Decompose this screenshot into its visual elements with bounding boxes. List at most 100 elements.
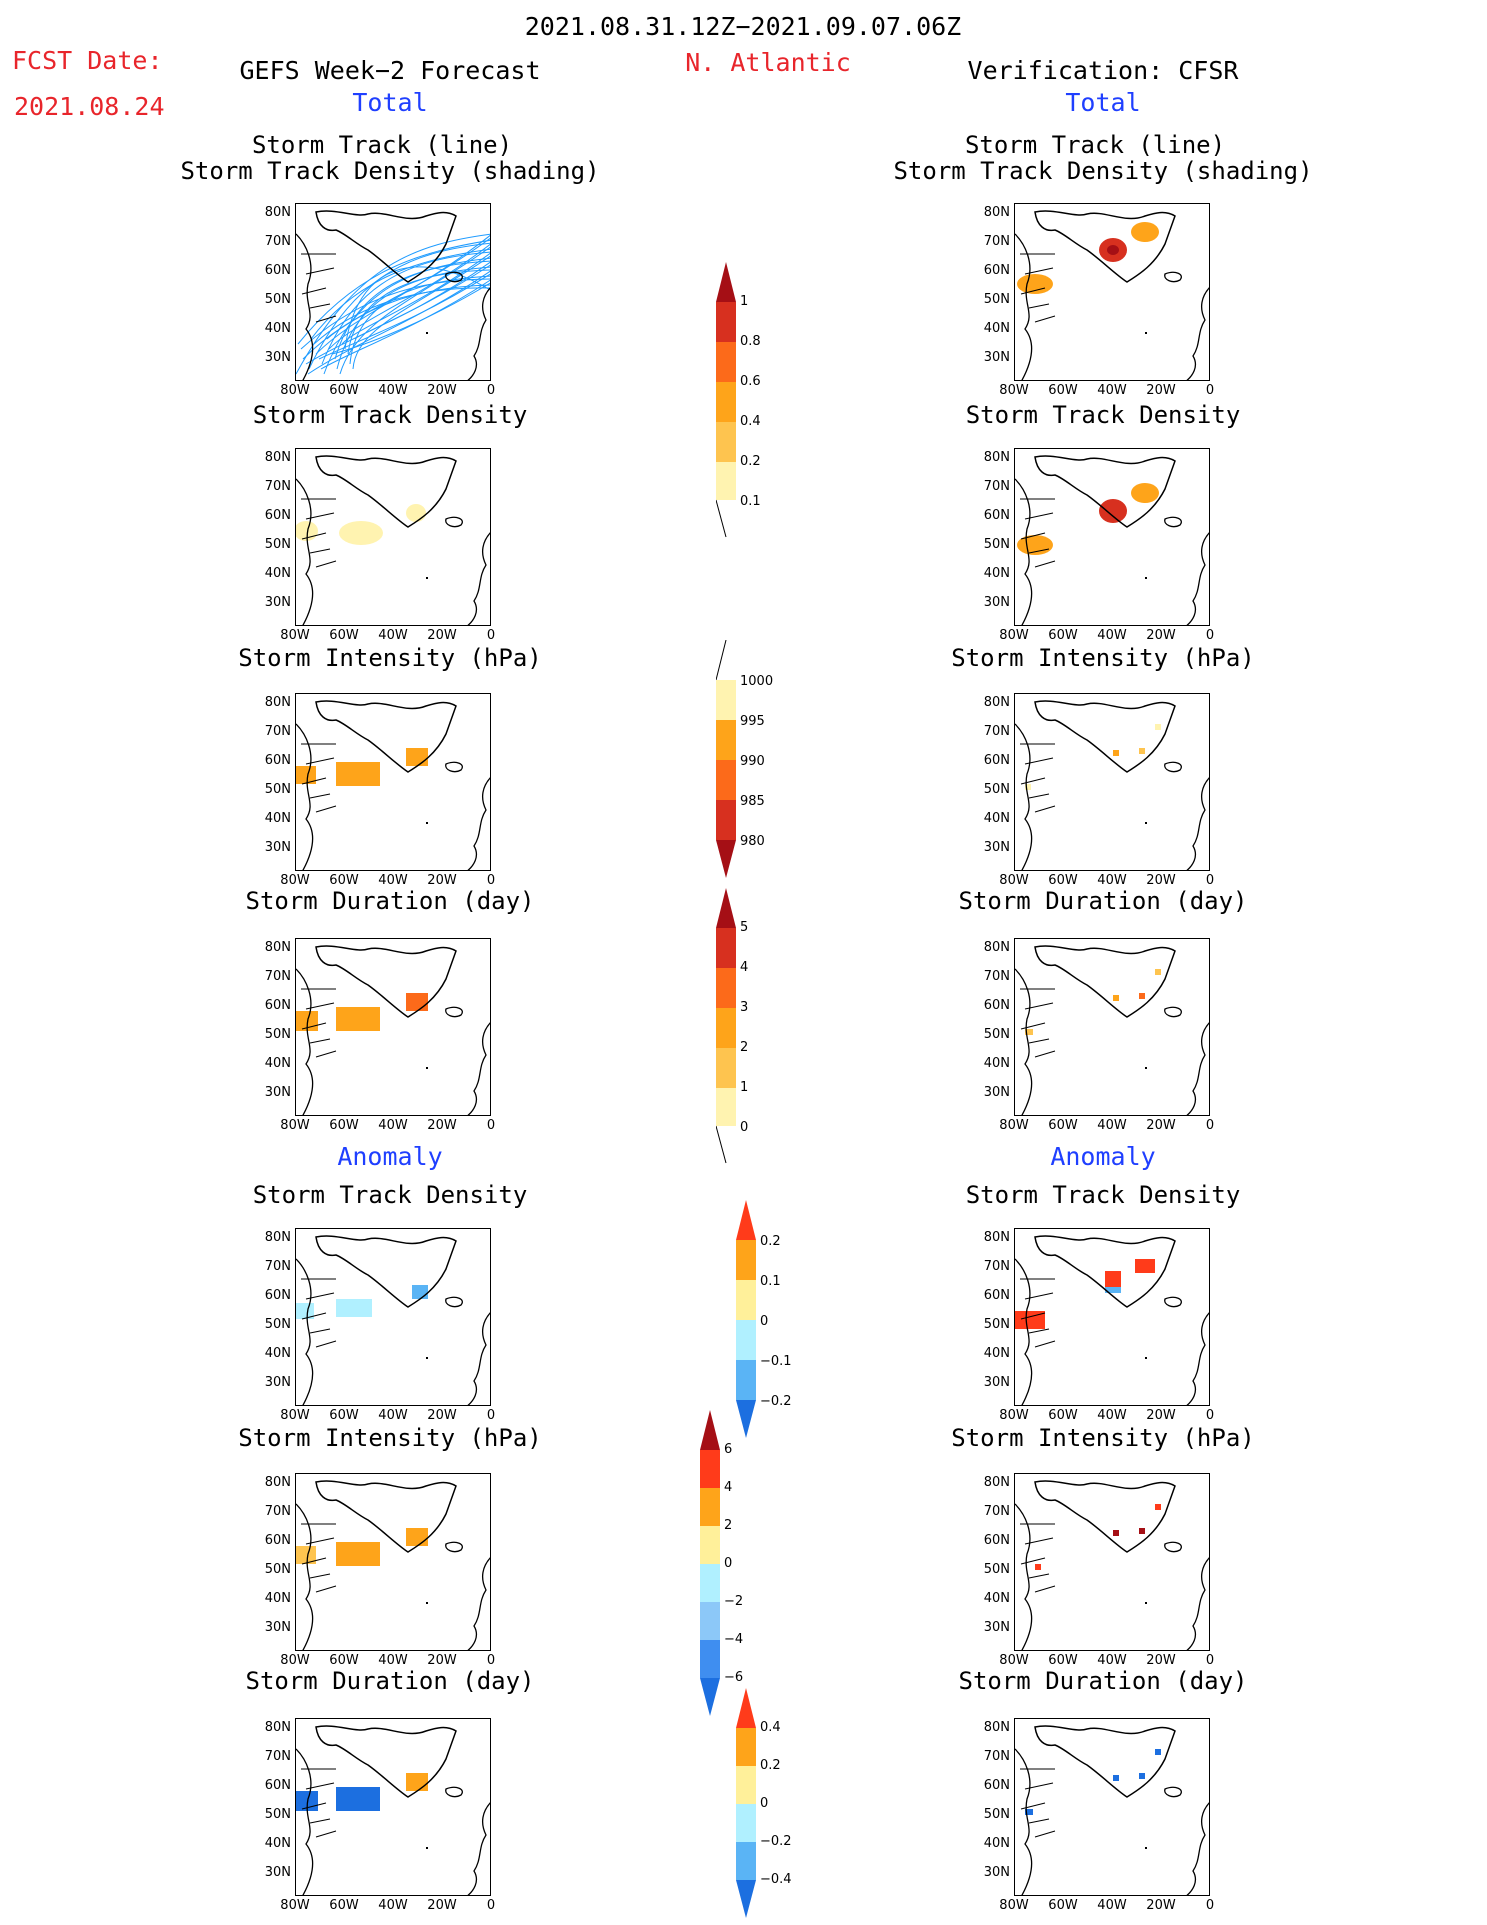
lat-tick-label: 50N	[983, 1562, 1010, 1577]
lon-tick-label: 60W	[329, 873, 359, 888]
panel-title-duration: Storm Duration (day)	[958, 887, 1248, 915]
lat-tick-label: 80N	[983, 450, 1010, 465]
lon-tick-label: 80W	[280, 873, 310, 888]
colorbar-density	[716, 262, 736, 538]
lat-tick-label: 60N	[264, 1533, 291, 1548]
cb-intensity-anom-label: −2	[724, 1594, 744, 1609]
panel-title-density-anom: Storm Track Density	[252, 1181, 528, 1209]
lat-tick-label: 60N	[264, 753, 291, 768]
lat-tick-label: 60N	[264, 1778, 291, 1793]
lat-tick-label: 30N	[264, 840, 291, 855]
lat-tick-label: 50N	[983, 1027, 1010, 1042]
lat-tick-label: 50N	[264, 292, 291, 307]
cb-density-anom-label: 0.2	[760, 1234, 781, 1249]
panel-title-duration-anom: Storm Duration (day)	[245, 1667, 535, 1695]
map-panel	[295, 203, 491, 381]
lat-tick-label: 70N	[983, 724, 1010, 739]
map-panel	[295, 448, 491, 626]
lat-tick-label: 50N	[264, 782, 291, 797]
colorbar-duration	[716, 888, 736, 1164]
cb-duration-label: 5	[740, 920, 749, 935]
lon-tick-label: 20W	[1146, 628, 1176, 643]
lat-tick-label: 60N	[983, 263, 1010, 278]
lon-tick-label: 20W	[427, 1898, 457, 1913]
panel-title-track-shading: Storm Track Density (shading)	[893, 157, 1313, 185]
lat-tick-label: 80N	[264, 695, 291, 710]
lon-tick-label: 80W	[999, 628, 1029, 643]
lon-tick-label: 60W	[1048, 873, 1078, 888]
lat-tick-label: 60N	[264, 508, 291, 523]
cb-density-label: 1	[740, 294, 749, 309]
lat-tick-label: 40N	[983, 321, 1010, 336]
cb-duration-label: 0	[740, 1120, 749, 1135]
lon-tick-label: 0	[1205, 1118, 1215, 1133]
lon-tick-label: 40W	[1097, 383, 1127, 398]
lat-tick-label: 40N	[983, 1836, 1010, 1851]
cb-intensity-anom-label: 6	[724, 1442, 733, 1457]
cb-duration-anom-label: 0.4	[760, 1720, 781, 1735]
cb-duration-anom-label: −0.2	[760, 1834, 792, 1849]
lon-tick-label: 80W	[280, 1408, 310, 1423]
lon-tick-label: 40W	[1097, 1408, 1127, 1423]
cb-intensity-label: 985	[740, 794, 765, 809]
cb-duration-anom-label: −0.4	[760, 1872, 792, 1887]
lon-tick-label: 0	[486, 1118, 496, 1133]
lat-tick-label: 40N	[983, 1346, 1010, 1361]
lon-tick-label: 60W	[329, 628, 359, 643]
lon-tick-label: 20W	[427, 873, 457, 888]
cb-duration-label: 1	[740, 1080, 749, 1095]
lon-tick-label: 80W	[999, 1118, 1029, 1133]
lat-tick-label: 50N	[983, 1317, 1010, 1332]
panel-title-intensity-anom: Storm Intensity (hPa)	[238, 1424, 542, 1452]
map-panel	[295, 938, 491, 1116]
cb-density-label: 0.8	[740, 334, 761, 349]
lat-tick-label: 70N	[983, 1259, 1010, 1274]
lat-tick-label: 60N	[264, 263, 291, 278]
lon-tick-label: 20W	[1146, 873, 1176, 888]
lat-tick-label: 70N	[264, 234, 291, 249]
lat-tick-label: 60N	[983, 1288, 1010, 1303]
lon-tick-label: 0	[1205, 628, 1215, 643]
lon-tick-label: 40W	[378, 628, 408, 643]
lat-tick-label: 30N	[264, 1085, 291, 1100]
cb-density-label: 0.4	[740, 414, 761, 429]
lon-tick-label: 40W	[378, 1118, 408, 1133]
lon-tick-label: 80W	[999, 1653, 1029, 1668]
lon-tick-label: 40W	[378, 1898, 408, 1913]
lat-tick-label: 40N	[264, 566, 291, 581]
lat-tick-label: 30N	[983, 595, 1010, 610]
panel-title-track-line: Storm Track (line)	[964, 131, 1226, 159]
lon-tick-label: 60W	[1048, 628, 1078, 643]
cb-intensity-anom-label: −6	[724, 1670, 744, 1685]
lon-tick-label: 80W	[999, 1898, 1029, 1913]
lat-tick-label: 80N	[264, 1475, 291, 1490]
lat-tick-label: 80N	[264, 1230, 291, 1245]
map-panel	[1014, 938, 1210, 1116]
lon-tick-label: 40W	[1097, 628, 1127, 643]
lon-tick-label: 20W	[427, 628, 457, 643]
date-range: 2021.08.31.12Z−2021.09.07.06Z	[524, 12, 962, 41]
cb-density-label: 0.6	[740, 374, 761, 389]
lat-tick-label: 70N	[983, 1504, 1010, 1519]
lon-tick-label: 0	[1205, 1653, 1215, 1668]
map-panel	[295, 1228, 491, 1406]
lat-tick-label: 50N	[264, 1807, 291, 1822]
cb-intensity-anom-label: −4	[724, 1632, 744, 1647]
cb-duration-label: 2	[740, 1040, 749, 1055]
cb-intensity-label: 995	[740, 714, 765, 729]
lat-tick-label: 30N	[983, 1620, 1010, 1635]
map-panel	[1014, 693, 1210, 871]
cb-density-anom-label: 0.1	[760, 1274, 781, 1289]
panel-title-track-shading: Storm Track Density (shading)	[180, 157, 600, 185]
lat-tick-label: 40N	[983, 566, 1010, 581]
panel-title-density: Storm Track Density	[252, 401, 528, 429]
lon-tick-label: 0	[486, 383, 496, 398]
right-total-label: Total	[1065, 88, 1141, 117]
panel-title-track-line: Storm Track (line)	[251, 131, 513, 159]
cb-density-anom-label: −0.2	[760, 1394, 792, 1409]
colorbar-intensity-anom	[700, 1410, 720, 1716]
lon-tick-label: 60W	[329, 1118, 359, 1133]
lon-tick-label: 20W	[427, 383, 457, 398]
panel-title-intensity: Storm Intensity (hPa)	[238, 644, 542, 672]
lat-tick-label: 40N	[264, 1591, 291, 1606]
